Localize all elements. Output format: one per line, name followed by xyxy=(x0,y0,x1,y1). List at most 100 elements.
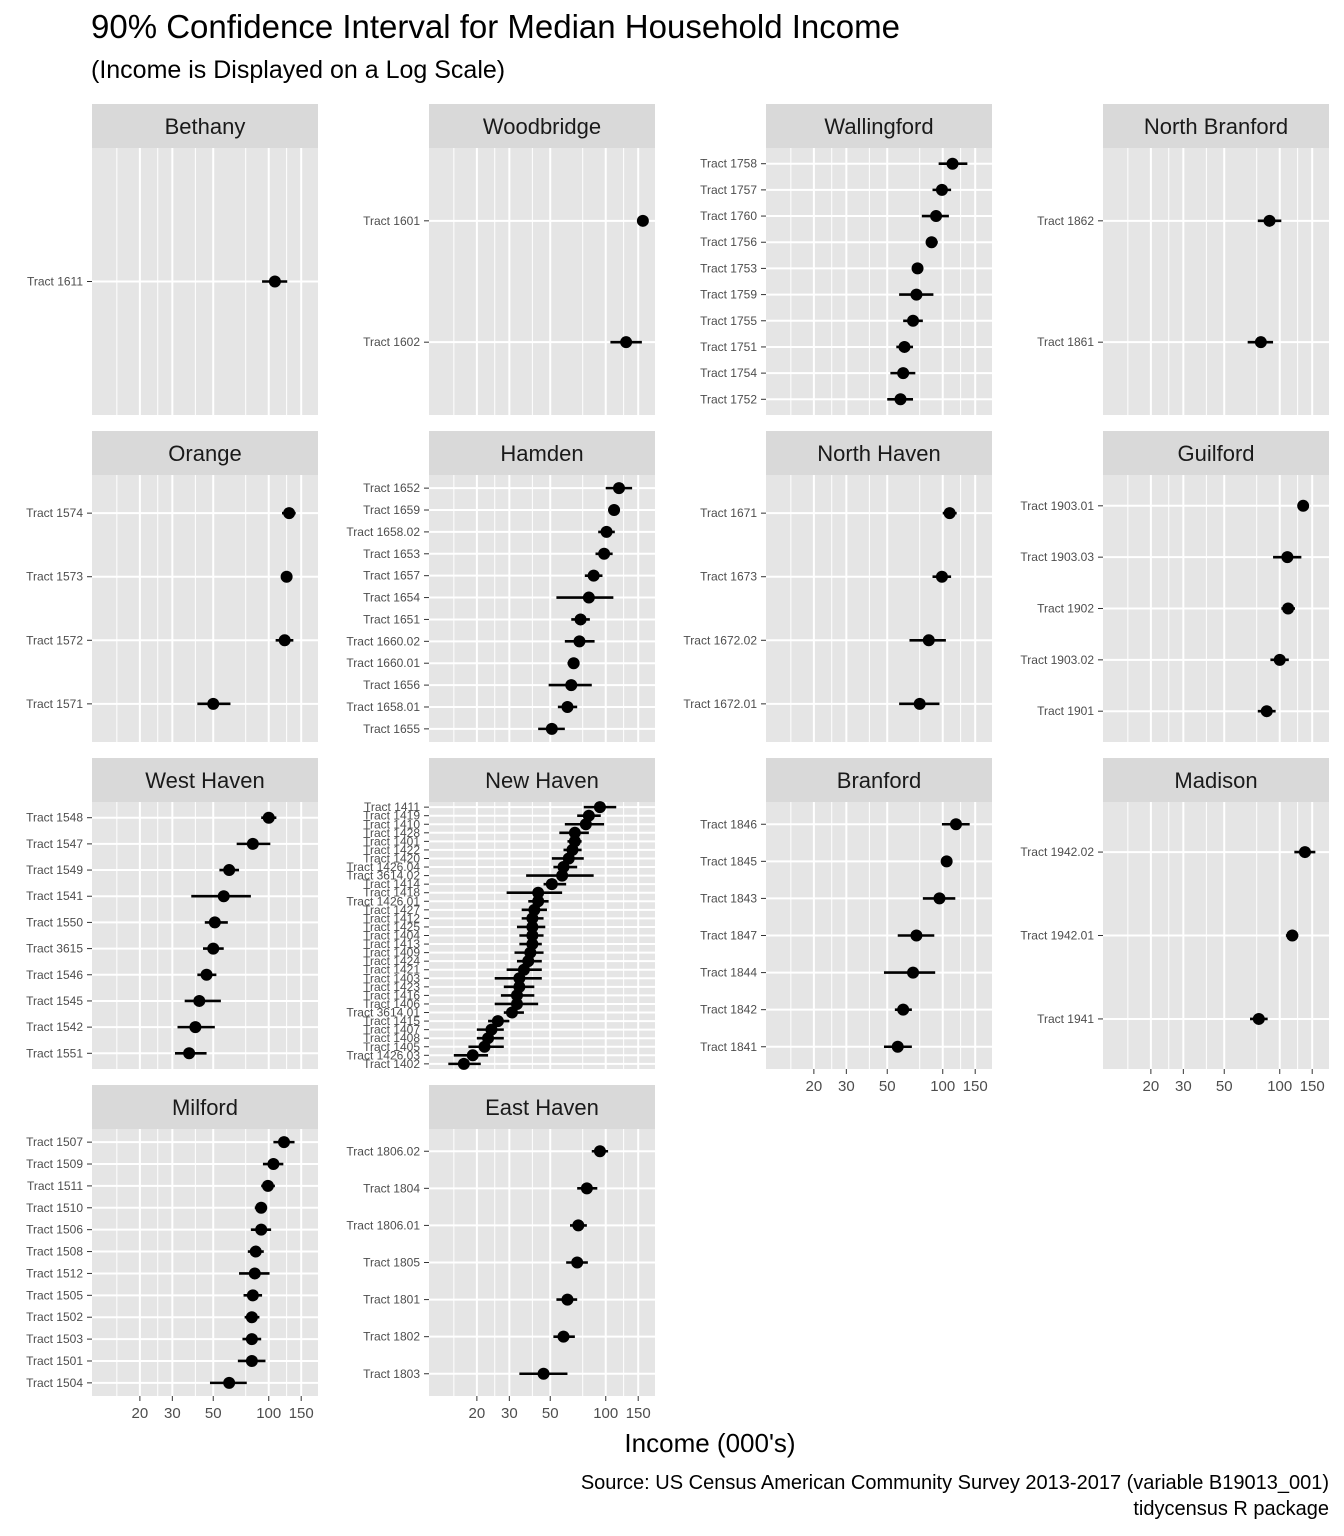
y-tick-label: Tract 1602 xyxy=(363,335,420,349)
x-tick-label: 30 xyxy=(501,1405,518,1422)
facet-strip xyxy=(92,758,318,802)
y-tick-label: Tract 1407 xyxy=(363,1023,420,1037)
y-tick-label: Tract 1574 xyxy=(26,506,83,520)
estimate-point xyxy=(907,314,920,327)
estimate-point xyxy=(478,1040,491,1053)
y-tick-label: Tract 1757 xyxy=(700,183,757,197)
estimate-point xyxy=(545,722,558,735)
estimate-point xyxy=(620,336,633,349)
estimate-point xyxy=(1281,551,1294,564)
facet-strip-label: West Haven xyxy=(145,768,264,793)
y-tick-label: Tract 1654 xyxy=(363,591,420,605)
facet-strip xyxy=(92,431,318,475)
estimate-point xyxy=(573,635,586,648)
y-tick-label: Tract 1611 xyxy=(27,275,83,289)
facet-strip-label: North Branford xyxy=(1144,114,1288,139)
facet-strip-label: Bethany xyxy=(165,114,246,139)
estimate-point xyxy=(891,1040,904,1053)
panel-background xyxy=(766,475,992,742)
estimate-point xyxy=(561,700,574,713)
y-tick-label: Tract 1660.02 xyxy=(346,634,420,648)
y-tick-label: Tract 1752 xyxy=(700,392,757,406)
y-tick-label: Tract 1502 xyxy=(26,1310,83,1324)
estimate-point xyxy=(897,367,910,380)
estimate-point xyxy=(510,989,523,1002)
estimate-point xyxy=(910,288,923,301)
y-tick-label: Tract 1753 xyxy=(700,261,757,275)
facet-strip-label: Wallingford xyxy=(824,114,933,139)
estimate-point xyxy=(217,890,230,903)
estimate-point xyxy=(246,837,259,850)
panel-background xyxy=(429,148,655,415)
chart-caption: Source: US Census American Community Sur… xyxy=(581,1470,1329,1522)
estimate-point xyxy=(261,1179,274,1192)
x-tick-label: 50 xyxy=(1216,1078,1233,1095)
estimate-point xyxy=(268,275,281,288)
facet-strip xyxy=(429,758,655,802)
estimate-point xyxy=(636,214,649,227)
estimate-point xyxy=(1282,602,1295,615)
y-tick-label: Tract 1416 xyxy=(363,988,420,1002)
y-tick-label: Tract 1862 xyxy=(1037,214,1094,228)
facet-strip xyxy=(1103,758,1329,802)
y-tick-label: Tract 1651 xyxy=(363,612,420,626)
y-tick-label: Tract 1422 xyxy=(363,843,420,857)
y-tick-label: Tract 1659 xyxy=(363,503,420,517)
y-tick-label: Tract 1806.02 xyxy=(346,1144,420,1158)
estimate-point xyxy=(208,916,221,929)
facet-strip xyxy=(92,1085,318,1129)
facet-strip xyxy=(429,431,655,475)
estimate-point xyxy=(189,1021,202,1034)
estimate-point xyxy=(897,1003,910,1016)
estimate-point xyxy=(925,236,938,249)
y-tick-label: Tract 1418 xyxy=(363,886,420,900)
estimate-point xyxy=(1254,336,1267,349)
x-tick-label: 50 xyxy=(205,1405,222,1422)
estimate-point xyxy=(457,1057,470,1070)
y-tick-label: Tract 1760 xyxy=(700,209,757,223)
estimate-point xyxy=(580,1182,593,1195)
facet-strip xyxy=(429,104,655,148)
y-tick-label: Tract 1414 xyxy=(363,877,420,891)
estimate-point xyxy=(913,697,926,710)
y-tick-label: Tract 1755 xyxy=(700,314,757,328)
y-tick-label: Tract 1412 xyxy=(363,911,420,925)
y-tick-label: Tract 1501 xyxy=(26,1354,83,1368)
y-tick-label: Tract 1404 xyxy=(363,929,420,943)
estimate-point xyxy=(537,1367,550,1380)
y-tick-label: Tract 1803 xyxy=(363,1367,420,1381)
estimate-point xyxy=(943,507,956,520)
facet-strip-label: New Haven xyxy=(485,768,599,793)
y-tick-label: Tract 1507 xyxy=(26,1135,83,1149)
panel-background xyxy=(92,1129,318,1396)
y-tick-label: Tract 1573 xyxy=(26,570,83,584)
y-tick-label: Tract 1505 xyxy=(26,1288,83,1302)
facet-madison: Madison Tract 1942.02 Tract 1942.01 Tract 1… xyxy=(1020,758,1329,1095)
y-tick-label: Tract 1550 xyxy=(26,915,83,929)
facet-hamden: Hamden Tract 1652 Tract 1659 Tract 1658.02 T… xyxy=(346,431,655,742)
y-tick-label: Tract 1841 xyxy=(700,1040,757,1054)
x-tick-label: 100 xyxy=(593,1405,618,1422)
y-tick-label: Tract 1426.04 xyxy=(346,860,420,874)
estimate-point xyxy=(935,183,948,196)
y-tick-label: Tract 1547 xyxy=(26,837,83,851)
y-tick-label: Tract 1427 xyxy=(363,903,420,917)
y-tick-label: Tract 1942.01 xyxy=(1020,929,1094,943)
y-tick-label: Tract 1759 xyxy=(700,288,757,302)
estimate-point xyxy=(579,818,592,831)
estimate-point xyxy=(249,1245,262,1258)
facet-strip-label: Hamden xyxy=(500,441,583,466)
x-tick-label: 20 xyxy=(806,1078,823,1095)
facet-strip-label: East Haven xyxy=(485,1095,599,1120)
estimate-point xyxy=(532,886,545,899)
facet-north-branford: North Branford Tract 1862 Tract 1861 xyxy=(1037,104,1329,415)
estimate-point xyxy=(574,613,587,626)
y-tick-label: Tract 1861 xyxy=(1037,335,1094,349)
y-tick-label: Tract 1751 xyxy=(700,340,757,354)
x-tick-label: 50 xyxy=(879,1078,896,1095)
estimate-point xyxy=(898,340,911,353)
y-tick-label: Tract 1420 xyxy=(363,851,420,865)
estimate-point xyxy=(505,1006,518,1019)
x-tick-label: 100 xyxy=(1267,1078,1292,1095)
